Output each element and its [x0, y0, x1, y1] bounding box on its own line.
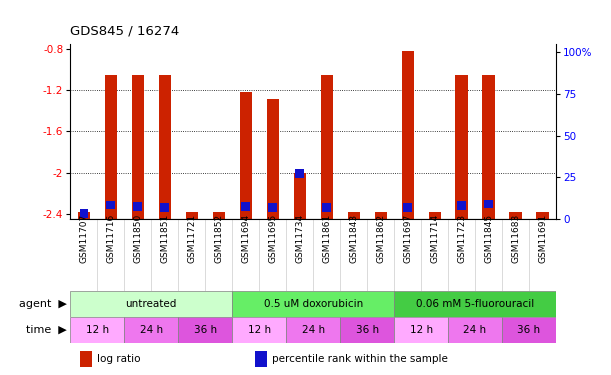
- Bar: [268, 203, 277, 212]
- Text: agent  ▶: agent ▶: [20, 299, 67, 309]
- Bar: [124, 317, 178, 343]
- Bar: [502, 317, 556, 343]
- Bar: [403, 203, 412, 212]
- Bar: [455, 75, 467, 219]
- Bar: [78, 212, 90, 219]
- Bar: [266, 99, 279, 219]
- Bar: [536, 212, 549, 219]
- Bar: [375, 212, 387, 219]
- Bar: [232, 291, 394, 317]
- Bar: [485, 200, 493, 208]
- Bar: [104, 75, 117, 219]
- Text: 12 h: 12 h: [247, 325, 271, 335]
- Text: 36 h: 36 h: [356, 325, 379, 335]
- Bar: [323, 203, 331, 212]
- Bar: [295, 169, 304, 178]
- Bar: [241, 202, 250, 211]
- Text: time  ▶: time ▶: [26, 325, 67, 335]
- Bar: [106, 201, 115, 209]
- Bar: [401, 51, 414, 219]
- Bar: [457, 201, 466, 210]
- Bar: [70, 291, 232, 317]
- Bar: [70, 317, 124, 343]
- Bar: [286, 317, 340, 343]
- Text: 24 h: 24 h: [302, 325, 324, 335]
- Text: 12 h: 12 h: [409, 325, 433, 335]
- Bar: [159, 75, 171, 219]
- Bar: [448, 317, 502, 343]
- Text: 0.5 uM doxorubicin: 0.5 uM doxorubicin: [263, 299, 363, 309]
- Text: 0.06 mM 5-fluorouracil: 0.06 mM 5-fluorouracil: [416, 299, 534, 309]
- Bar: [213, 212, 225, 219]
- Text: 36 h: 36 h: [194, 325, 217, 335]
- Bar: [483, 75, 495, 219]
- Bar: [133, 202, 142, 211]
- Text: log ratio: log ratio: [97, 354, 141, 364]
- Text: GDS845 / 16274: GDS845 / 16274: [70, 24, 180, 37]
- Bar: [293, 172, 306, 219]
- Text: untreated: untreated: [125, 299, 177, 309]
- Text: 24 h: 24 h: [464, 325, 486, 335]
- Bar: [510, 212, 522, 219]
- Bar: [240, 92, 252, 219]
- Text: 36 h: 36 h: [518, 325, 541, 335]
- Bar: [161, 203, 169, 212]
- Bar: [255, 351, 267, 367]
- Bar: [321, 75, 333, 219]
- Bar: [131, 75, 144, 219]
- Bar: [186, 212, 198, 219]
- Bar: [394, 291, 556, 317]
- Text: 12 h: 12 h: [86, 325, 109, 335]
- Text: percentile rank within the sample: percentile rank within the sample: [272, 354, 448, 364]
- Bar: [348, 212, 360, 219]
- Bar: [232, 317, 286, 343]
- Bar: [394, 317, 448, 343]
- Bar: [428, 212, 441, 219]
- Text: 24 h: 24 h: [140, 325, 163, 335]
- Bar: [178, 317, 232, 343]
- Bar: [340, 317, 394, 343]
- Bar: [79, 209, 88, 218]
- Bar: [80, 351, 92, 367]
